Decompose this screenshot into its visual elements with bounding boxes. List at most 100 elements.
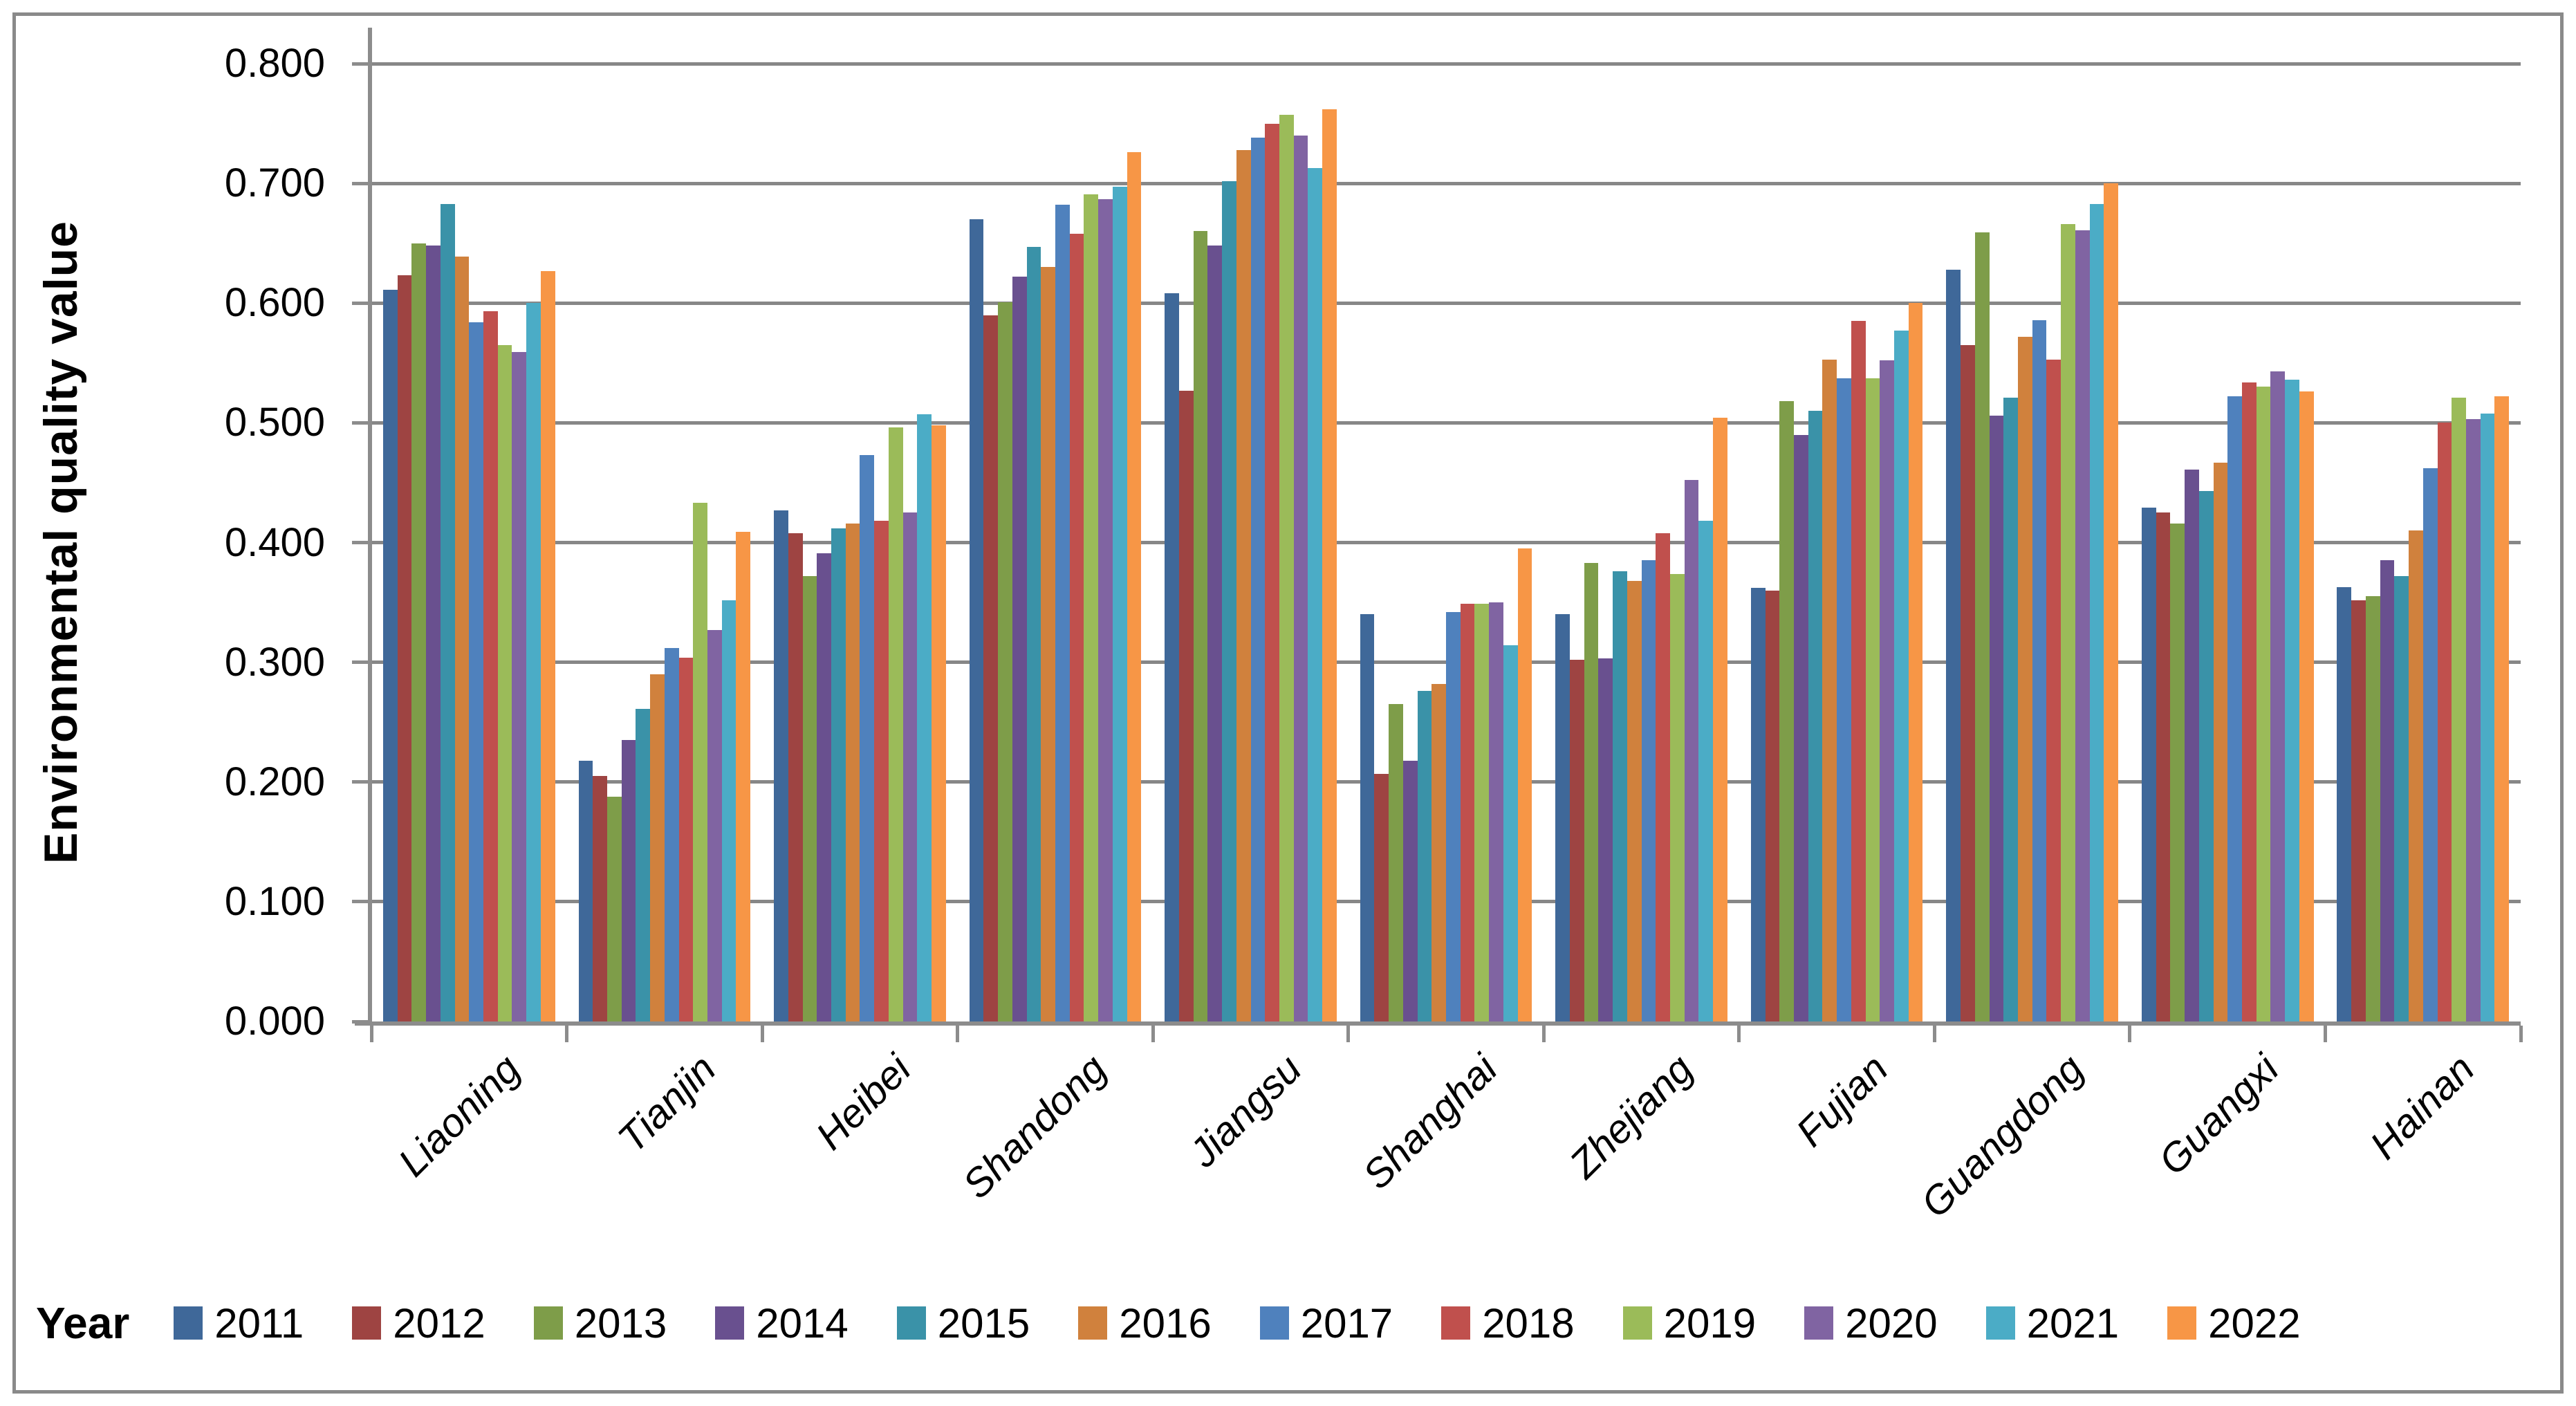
bar-2022-shanghai bbox=[1517, 548, 1532, 1021]
bar-2022-tianjin bbox=[736, 531, 751, 1021]
x-axis-tick bbox=[1541, 1026, 1546, 1042]
bar-group-jiangsu bbox=[1153, 64, 1349, 1021]
bar-2022-zhejiang bbox=[1713, 418, 1727, 1021]
bar-2014-jiangsu bbox=[1207, 246, 1223, 1021]
y-axis-tick bbox=[352, 660, 371, 665]
bar-2012-jiangsu bbox=[1178, 390, 1194, 1021]
legend-title: Year bbox=[36, 1298, 130, 1348]
bar-2014-shandong bbox=[1012, 277, 1027, 1021]
bar-2021-shanghai bbox=[1503, 645, 1518, 1021]
bar-group-tianjin bbox=[567, 64, 763, 1021]
y-axis-tick-label: 0.100 bbox=[224, 878, 325, 924]
legend-item-label: 2018 bbox=[1482, 1299, 1575, 1347]
bar-group-zhejiang bbox=[1544, 64, 1739, 1021]
bar-2018-jiangsu bbox=[1265, 123, 1279, 1021]
bar-2012-heibei bbox=[788, 533, 803, 1021]
bar-2021-guangxi bbox=[2285, 380, 2299, 1021]
legend-item-label: 2020 bbox=[1845, 1299, 1938, 1347]
bar-2017-hainan bbox=[2422, 468, 2438, 1021]
legend-swatch-2018 bbox=[1441, 1306, 1471, 1340]
bar-2022-guangxi bbox=[2299, 391, 2314, 1021]
bar-2013-shanghai bbox=[1389, 704, 1403, 1021]
bar-2013-guangdong bbox=[1974, 232, 1990, 1021]
legend-swatch-2015 bbox=[896, 1306, 926, 1340]
bar-2021-jiangsu bbox=[1308, 167, 1323, 1021]
bar-2016-shanghai bbox=[1431, 683, 1447, 1021]
y-axis-tick bbox=[352, 1019, 371, 1024]
y-axis-tick-label: 0.300 bbox=[224, 639, 325, 685]
gridline bbox=[371, 301, 2521, 305]
bar-2021-shandong bbox=[1112, 187, 1127, 1021]
bar-2012-liaoning bbox=[397, 275, 412, 1021]
bar-2013-tianjin bbox=[606, 796, 622, 1021]
x-axis-tick bbox=[1151, 1026, 1155, 1042]
bar-2021-heibei bbox=[917, 414, 932, 1021]
legend-swatch-2014 bbox=[715, 1306, 745, 1340]
y-axis-title: Environmental quality value bbox=[35, 221, 87, 864]
bar-2014-guangxi bbox=[2185, 469, 2199, 1021]
bar-2015-heibei bbox=[831, 528, 846, 1021]
bar-2016-liaoning bbox=[454, 256, 470, 1021]
bar-2012-guangdong bbox=[1961, 344, 1975, 1021]
bar-2019-zhejiang bbox=[1670, 573, 1685, 1021]
bar-2022-liaoning bbox=[540, 270, 555, 1021]
bar-2013-liaoning bbox=[411, 243, 427, 1021]
bar-2021-fujian bbox=[1894, 331, 1909, 1021]
bar-2015-tianjin bbox=[636, 709, 651, 1021]
legend-item-2018: 2018 bbox=[1441, 1299, 1575, 1347]
bar-group-shandong bbox=[958, 64, 1153, 1021]
x-axis-tick bbox=[565, 1026, 569, 1042]
bar-2013-hainan bbox=[2365, 596, 2380, 1021]
bar-2019-jiangsu bbox=[1279, 115, 1294, 1021]
bar-2015-zhejiang bbox=[1613, 571, 1627, 1021]
bar-2014-tianjin bbox=[621, 740, 636, 1021]
bar-2015-shanghai bbox=[1417, 691, 1432, 1021]
bar-2018-liaoning bbox=[483, 311, 498, 1021]
bar-2022-heibei bbox=[932, 425, 946, 1021]
bar-2016-zhejiang bbox=[1627, 580, 1642, 1021]
legend: Year 2011 2012 2013 2014 2015 2016 2017 2018 201… bbox=[36, 1292, 2548, 1354]
bar-2018-shandong bbox=[1069, 233, 1084, 1021]
bar-2014-heibei bbox=[817, 553, 831, 1021]
gridline bbox=[371, 541, 2521, 544]
legend-item-label: 2012 bbox=[393, 1299, 485, 1347]
legend-item-2021: 2021 bbox=[1985, 1299, 2120, 1347]
bar-2020-tianjin bbox=[707, 629, 722, 1021]
bar-2016-guangxi bbox=[2213, 462, 2228, 1021]
x-axis-tick bbox=[2519, 1026, 2523, 1042]
legend-item-label: 2021 bbox=[2026, 1299, 2120, 1347]
bar-2015-hainan bbox=[2394, 575, 2409, 1021]
bar-2017-guangxi bbox=[2227, 396, 2242, 1021]
x-axis-line bbox=[355, 1021, 2521, 1026]
legend-swatch-2016 bbox=[1078, 1306, 1108, 1340]
legend-swatch-2022 bbox=[2167, 1306, 2197, 1340]
y-axis-tick-label: 0.500 bbox=[224, 400, 325, 445]
bar-2013-jiangsu bbox=[1193, 231, 1208, 1021]
bar-2011-tianjin bbox=[578, 760, 593, 1021]
y-axis-tick bbox=[352, 301, 371, 305]
legend-item-label: 2014 bbox=[756, 1299, 849, 1347]
gridline bbox=[371, 660, 2521, 665]
bar-2013-guangxi bbox=[2170, 523, 2185, 1021]
bar-2014-fujian bbox=[1793, 434, 1808, 1021]
gridline bbox=[371, 181, 2521, 185]
y-axis-tick bbox=[352, 420, 371, 425]
bar-2017-shanghai bbox=[1446, 611, 1461, 1021]
bar-2011-liaoning bbox=[383, 290, 398, 1021]
bar-2019-fujian bbox=[1865, 378, 1880, 1021]
bars-container bbox=[371, 64, 2521, 1021]
bar-2020-hainan bbox=[2465, 419, 2481, 1021]
bar-2015-shandong bbox=[1026, 246, 1041, 1021]
bar-2013-shandong bbox=[998, 302, 1012, 1021]
bar-2020-fujian bbox=[1880, 360, 1895, 1021]
bar-2019-liaoning bbox=[497, 344, 512, 1021]
bar-2012-tianjin bbox=[593, 776, 607, 1021]
x-axis-tick bbox=[1737, 1026, 1741, 1042]
bar-2016-guangdong bbox=[2017, 336, 2032, 1021]
legend-item-label: 2017 bbox=[1300, 1299, 1393, 1347]
bar-2016-shandong bbox=[1041, 267, 1055, 1021]
x-axis-tick bbox=[956, 1026, 960, 1042]
y-axis-tick-label: 0.600 bbox=[224, 280, 325, 326]
legend-swatch-2013 bbox=[533, 1306, 563, 1340]
bar-2018-hainan bbox=[2437, 423, 2452, 1021]
